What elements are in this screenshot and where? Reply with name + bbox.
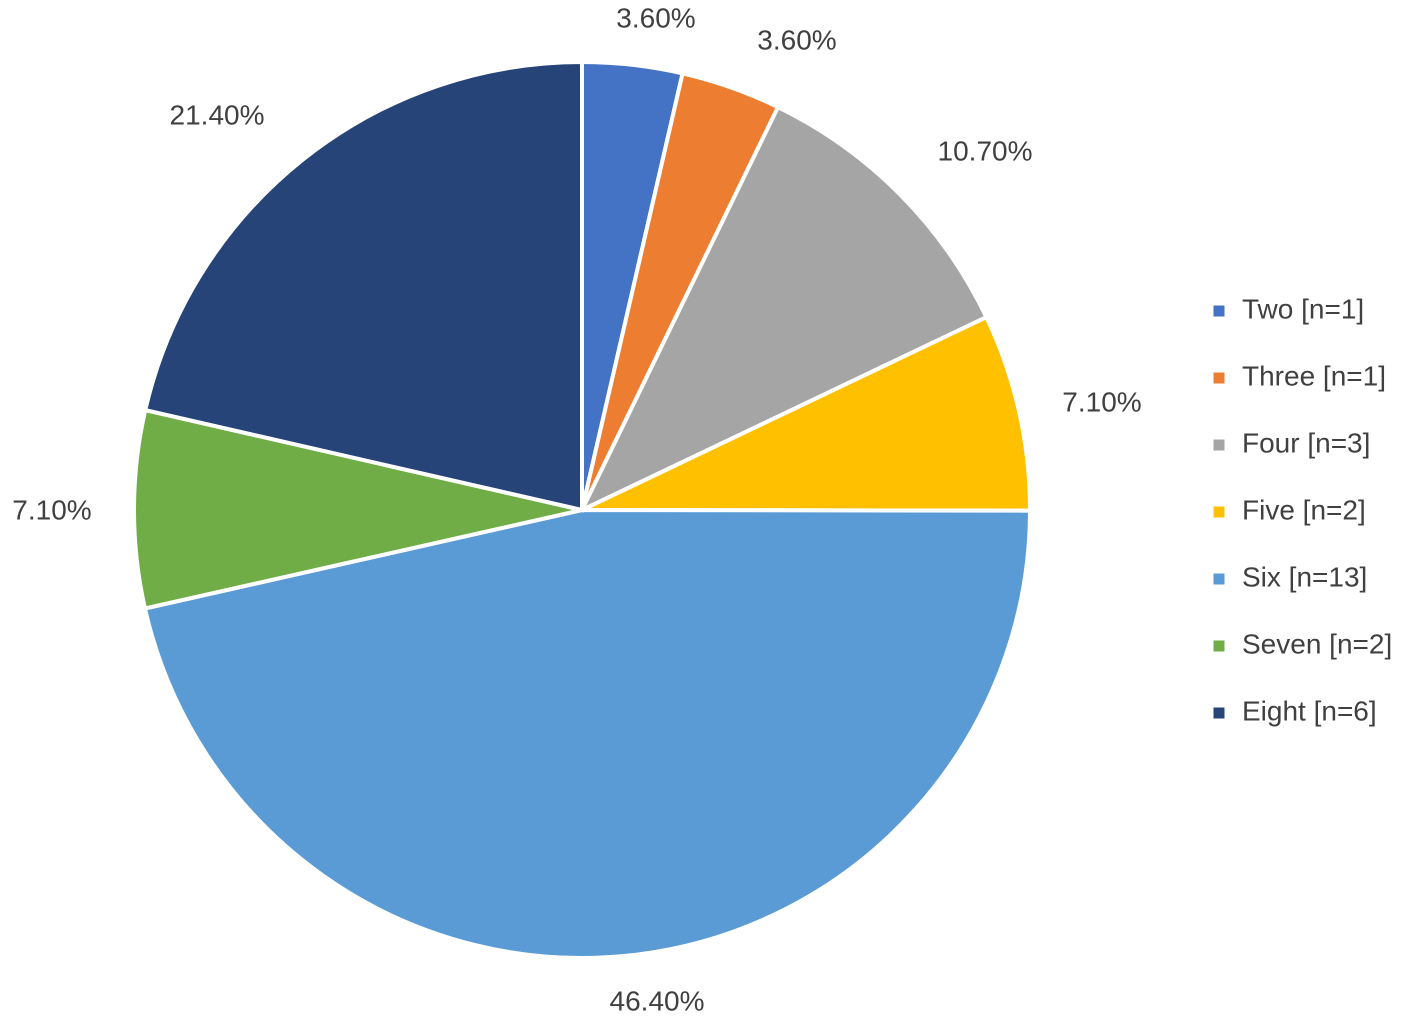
data-label-six: 46.40% xyxy=(610,985,705,1016)
legend-swatch xyxy=(1213,707,1225,719)
legend-label: Four [n=3] xyxy=(1242,427,1370,458)
pie-slice-eight xyxy=(142,59,584,513)
pie-slice-six xyxy=(142,507,1033,960)
legend: Two [n=1] Three [n=1] Four [n=3] Five [n=2]… xyxy=(1213,293,1392,726)
legend-swatch xyxy=(1213,439,1225,451)
legend-label: Seven [n=2] xyxy=(1242,628,1392,659)
legend-item-six: Six [n=13] xyxy=(1213,561,1367,592)
pie-slice-four xyxy=(577,104,990,515)
pie-slice-five xyxy=(581,314,1033,513)
data-label-two: 3.60% xyxy=(616,2,695,33)
data-label-three: 3.60% xyxy=(757,24,836,55)
legend-item-five: Five [n=2] xyxy=(1213,494,1366,525)
legend-item-seven: Seven [n=2] xyxy=(1213,628,1392,659)
legend-label: Three [n=1] xyxy=(1242,360,1386,391)
data-label-five: 7.10% xyxy=(1062,386,1141,417)
legend-swatch xyxy=(1213,305,1225,317)
legend-label: Six [n=13] xyxy=(1242,561,1367,592)
legend-swatch xyxy=(1213,372,1225,384)
legend-item-two: Two [n=1] xyxy=(1213,293,1364,324)
pie-slice-seven xyxy=(132,407,583,611)
data-label-seven: 7.10% xyxy=(12,494,91,525)
data-labels: 3.60% 3.60% 10.70% 7.10% 46.40% 7.10% 21.40% xyxy=(12,2,1141,1016)
legend-label: Two [n=1] xyxy=(1242,293,1364,324)
legend-item-three: Three [n=1] xyxy=(1213,360,1386,391)
legend-label: Five [n=2] xyxy=(1242,494,1366,525)
data-label-four: 10.70% xyxy=(938,135,1033,166)
legend-label: Eight [n=6] xyxy=(1242,695,1377,726)
data-label-eight: 21.40% xyxy=(170,99,265,130)
legend-item-eight: Eight [n=6] xyxy=(1213,695,1377,726)
legend-swatch xyxy=(1213,640,1225,652)
legend-swatch xyxy=(1213,506,1225,518)
legend-item-four: Four [n=3] xyxy=(1213,427,1370,458)
pie-slices xyxy=(132,59,1033,960)
legend-swatch xyxy=(1213,573,1225,585)
